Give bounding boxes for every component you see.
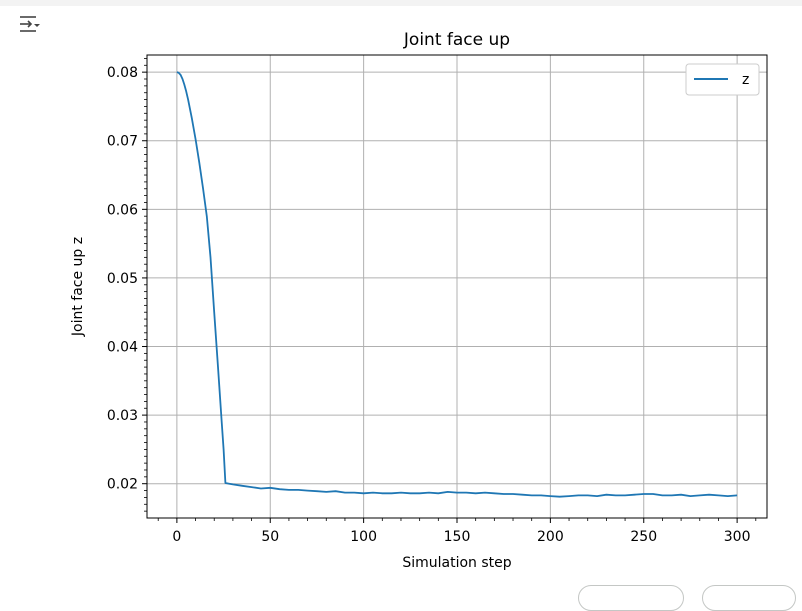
y-tick-label: 0.05: [107, 271, 138, 287]
series-line-z: [176, 71, 738, 498]
x-axis-label: Simulation step: [402, 555, 511, 571]
legend-label: z: [742, 72, 749, 88]
action-chip-left[interactable]: [578, 585, 684, 611]
x-tick-label: 200: [537, 529, 564, 545]
y-tick-label: 0.03: [107, 408, 138, 424]
y-axis-label: Joint face up z: [70, 237, 86, 337]
y-tick-label: 0.02: [107, 477, 138, 493]
x-tick-label: 50: [261, 529, 279, 545]
x-tick-label: 250: [630, 529, 657, 545]
line-chart: 0 50 100 150 200 250 300 0.02 0.03 0.04 0.05 0.06 0.…: [70, 30, 768, 571]
grid: [147, 55, 767, 518]
y-tick-label: 0.06: [107, 202, 138, 218]
output-collapse-icon[interactable]: [16, 12, 42, 38]
x-tick-label: 100: [350, 529, 377, 545]
x-tick-label: 300: [724, 529, 751, 545]
cell-output-header: [0, 0, 802, 6]
action-chip-right[interactable]: [702, 585, 796, 611]
y-tick-label: 0.04: [107, 340, 138, 356]
chart-title: Joint face up: [403, 30, 510, 50]
x-tick-label: 150: [444, 529, 471, 545]
ticks: 0 50 100 150 200 250 300 0.02 0.03 0.04 0.05 0.06 0.…: [107, 58, 757, 545]
series-layer: [176, 71, 738, 498]
legend: z: [685, 63, 760, 96]
x-tick-label: 0: [172, 529, 181, 545]
y-tick-label: 0.07: [107, 134, 138, 150]
y-tick-label: 0.08: [107, 65, 138, 81]
